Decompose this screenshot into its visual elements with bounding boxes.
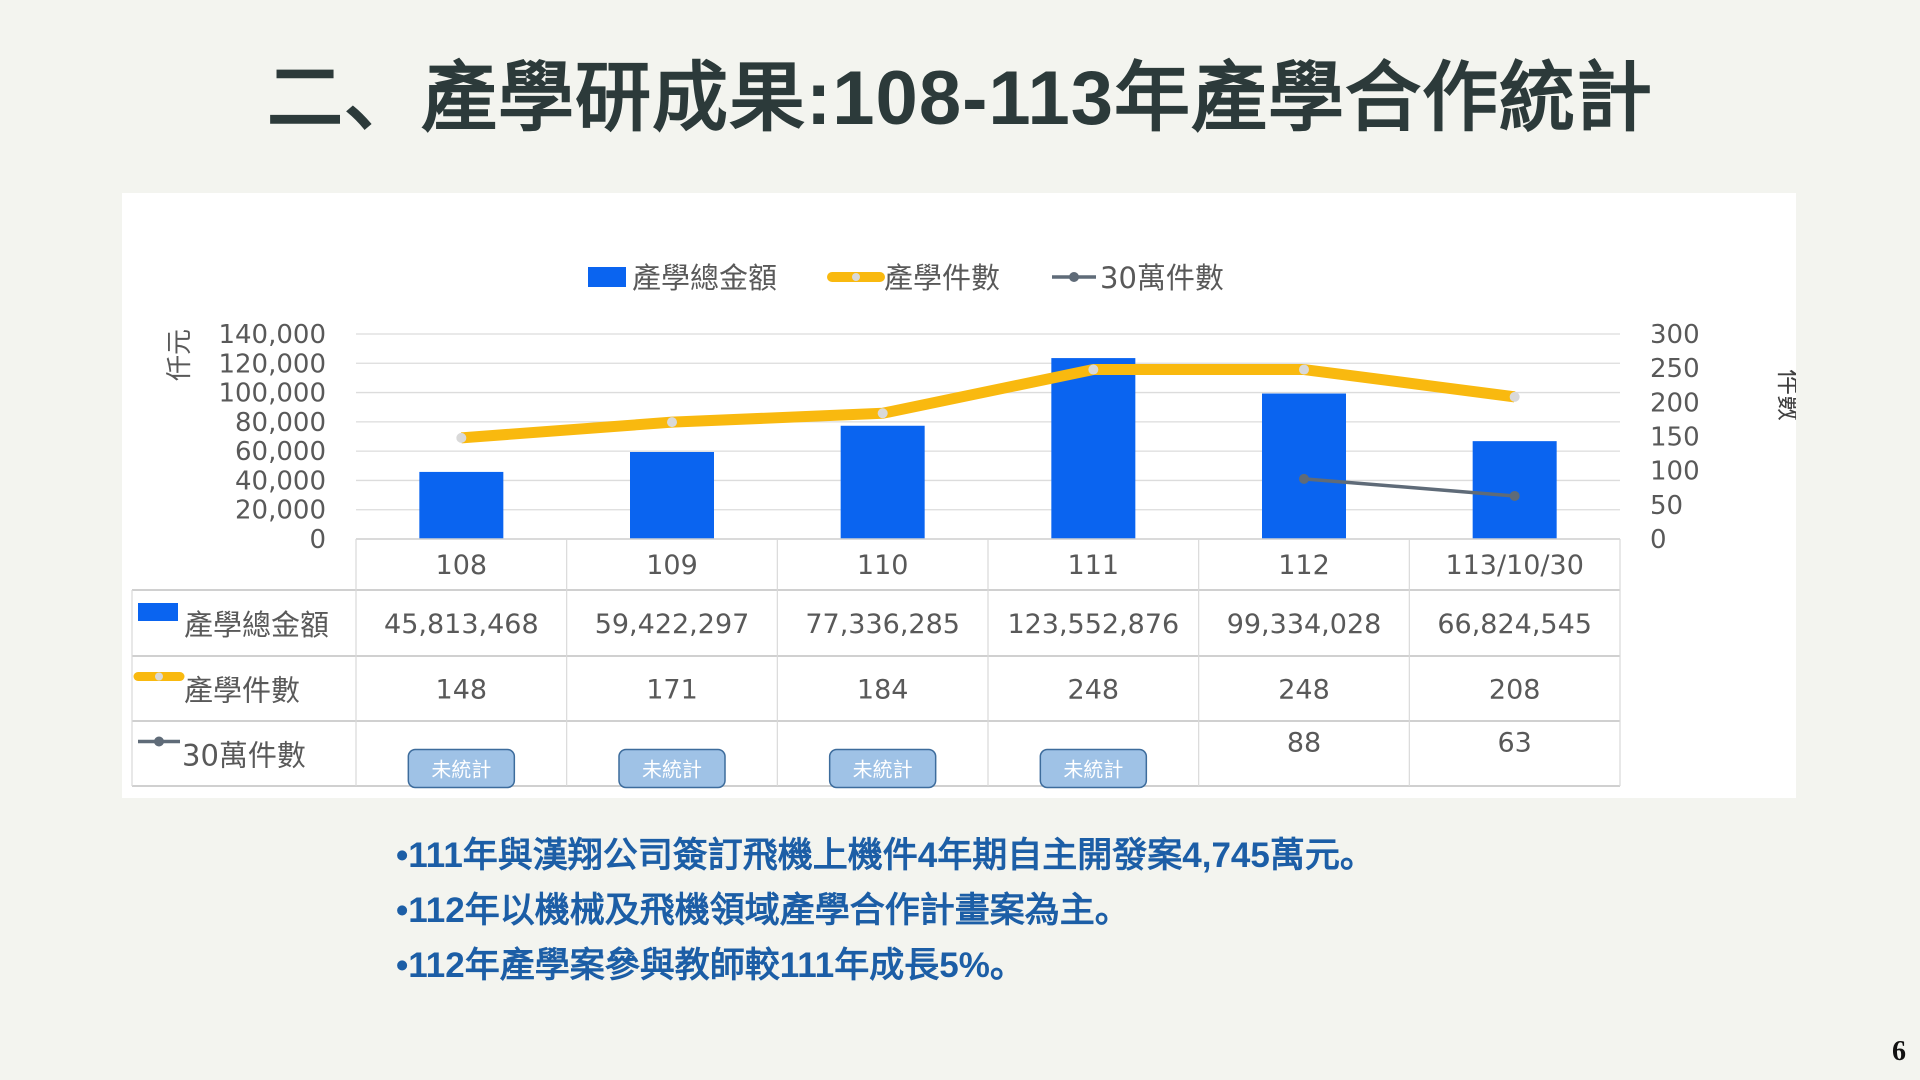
line-point (877, 408, 888, 419)
y-right-tick-label: 200 (1650, 388, 1700, 418)
table-cell: 171 (646, 675, 698, 706)
y-left-tick-label: 120,000 (218, 349, 326, 379)
y-left-tick-label: 40,000 (235, 466, 326, 496)
bar-111 (1051, 358, 1136, 539)
page-number: 6 (1892, 1036, 1906, 1067)
table-cell: 77,336,285 (805, 609, 960, 640)
table-cell: 66,824,545 (1437, 609, 1592, 640)
table-legend-marker (154, 736, 164, 747)
table-cell: 63 (1497, 728, 1531, 759)
page-title: 二、產學研成果:108-113年產學合作統計 (266, 56, 1654, 141)
table-cell: 208 (1489, 675, 1541, 706)
table-cell: 248 (1068, 675, 1120, 706)
legend-swatch-bar (588, 267, 626, 287)
legend-label: 30萬件數 (1100, 261, 1224, 295)
bar-113/10/30 (1472, 441, 1557, 539)
y-right-tick-label: 50 (1650, 491, 1683, 521)
table-row-label: 產學總金額 (184, 608, 329, 642)
chart-panel: 0 20,000 40,000 60,000 80,000 100,000 120,000 1… (122, 193, 1796, 798)
x-tick-label: 110 (857, 550, 909, 581)
y-left-tick-label: 140,000 (218, 320, 326, 350)
table-cell: 148 (436, 675, 488, 706)
y-left-tick-label: 20,000 (235, 496, 326, 526)
bullet-list: •111年與漢翔公司簽訂飛機上機件4年期自主開發案4,745萬元。 •112年以… (396, 828, 1375, 993)
y-right-tick-label: 300 (1650, 320, 1700, 350)
bullet-item: •111年與漢翔公司簽訂飛機上機件4年期自主開發案4,745萬元。 (396, 836, 1375, 875)
not-counted-badge (618, 748, 726, 789)
legend-label: 產學總金額 (632, 261, 777, 295)
table-cell: 45,813,468 (384, 609, 539, 640)
bar-112 (1262, 393, 1346, 539)
bullet-item: •112年以機械及飛機領域產學合作計畫案為主。 (396, 891, 1130, 930)
not-counted-label: 未統計 (642, 758, 702, 782)
line-point (1299, 473, 1309, 484)
y-left-tick-label: 80,000 (235, 408, 326, 438)
x-tick-label: 108 (436, 550, 488, 581)
table-cell: 184 (857, 675, 909, 706)
x-tick-label: 109 (646, 550, 698, 581)
table-legend-key (138, 603, 178, 621)
line-point (456, 432, 467, 443)
line-point (1509, 490, 1520, 501)
bar-110 (840, 425, 925, 539)
y-right-tick-label: 250 (1650, 354, 1700, 384)
table-cell: 59,422,297 (595, 609, 750, 640)
y-left-tick-label: 0 (309, 525, 326, 555)
not-counted-label: 未統計 (1063, 758, 1123, 782)
not-counted-label: 未統計 (853, 758, 913, 782)
combo-chart: 020,00040,00060,00080,000100,000120,0001… (131, 261, 1796, 789)
bar-109 (630, 451, 714, 539)
not-counted-badge (407, 748, 516, 789)
table-cell: 88 (1287, 728, 1321, 759)
not-counted-badge (1039, 748, 1148, 789)
line-point (1088, 364, 1099, 375)
y-left-tick-label: 60,000 (235, 437, 326, 467)
table-legend-marker (155, 672, 163, 681)
y-right-axis-label: 件數 (1773, 369, 1796, 421)
legend-swatch-marker (852, 273, 860, 281)
table-cell: 248 (1278, 675, 1330, 706)
table-row-label: 30萬件數 (182, 739, 306, 773)
y-left-tick-label: 100,000 (218, 379, 326, 409)
line-point (1509, 391, 1520, 402)
table-row-label: 產學件數 (184, 674, 300, 708)
bullet-item: •112年產學案參與教師較111年成長5%。 (396, 946, 1025, 985)
line-point (667, 417, 677, 428)
x-tick-label: 112 (1278, 550, 1330, 581)
y-right-tick-label: 150 (1650, 423, 1700, 453)
not-counted-badge (828, 748, 937, 789)
x-tick-label: 111 (1068, 550, 1120, 581)
legend-swatch-marker (1069, 272, 1079, 282)
legend-label: 產學件數 (884, 261, 1000, 295)
table-cell: 99,334,028 (1227, 609, 1382, 640)
y-right-tick-label: 100 (1650, 457, 1700, 487)
table-cell: 123,552,876 (1007, 609, 1179, 640)
y-right-tick-label: 0 (1650, 525, 1667, 555)
line-point (1299, 364, 1309, 375)
bar-108 (419, 471, 504, 539)
line-series-30萬件數 (1303, 477, 1515, 498)
line-series-產學件數 (460, 364, 1516, 444)
x-tick-label: 113/10/30 (1445, 550, 1583, 581)
y-left-axis-label: 仟元 (165, 329, 195, 381)
not-counted-label: 未統計 (431, 758, 491, 782)
